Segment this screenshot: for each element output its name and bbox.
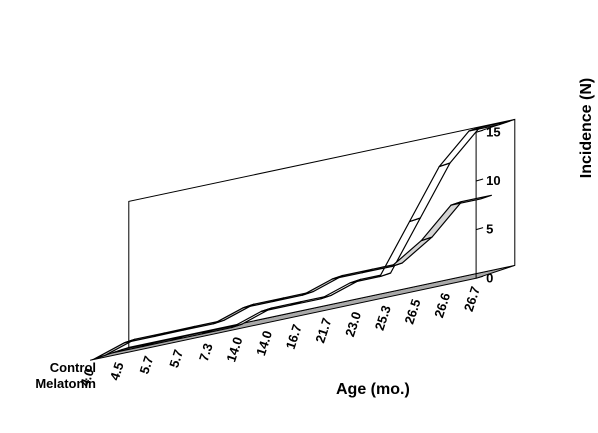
x-tick-label: 25.3 [372, 303, 394, 332]
x-tick-label: 14.0 [253, 329, 275, 358]
y-tick-mark [475, 227, 484, 231]
x-tick-label: 5.7 [137, 354, 157, 376]
x-tick-label: 26.7 [461, 285, 483, 314]
y-axis-title: Incidence (N) [578, 78, 595, 178]
x-tick-label: 23.0 [342, 310, 364, 339]
ribbon-segment [468, 120, 510, 132]
x-tick-label: 26.5 [401, 297, 423, 326]
y-tick-label: 0 [486, 270, 493, 285]
x-tick-label: 4.0 [77, 367, 97, 389]
series-label-melatonin: Melatonin [35, 376, 96, 391]
chart-labels: 0 5 10 15 Incidence (N) 4.0 4.5 5.7 5.7 7.3 14.0 14… [35, 78, 595, 398]
x-tick-label: 21.7 [312, 316, 334, 345]
y-tick-mark [475, 275, 484, 279]
x-tick-label: 16.7 [283, 322, 305, 351]
series-control-ribbon [111, 120, 510, 354]
x-tick-label: 7.3 [196, 341, 216, 363]
y-tick-mark [475, 178, 484, 182]
y-tick-mark [475, 129, 484, 133]
y-tick-label: 5 [486, 222, 493, 237]
y-tick-label: 15 [486, 124, 500, 139]
series-melatonin-ribbon [93, 194, 492, 360]
x-tick-label: 5.7 [166, 348, 186, 370]
x-tick-label: 4.5 [107, 360, 127, 382]
x-tick-label: 26.6 [431, 291, 453, 320]
y-tick-label: 10 [486, 173, 500, 188]
chart-ribbons [93, 120, 510, 360]
series-label-control: Control [50, 360, 96, 375]
ribbon-segment [450, 194, 492, 206]
x-axis-title: Age (mo.) [336, 381, 410, 398]
x-tick-label: 14.0 [223, 335, 245, 364]
